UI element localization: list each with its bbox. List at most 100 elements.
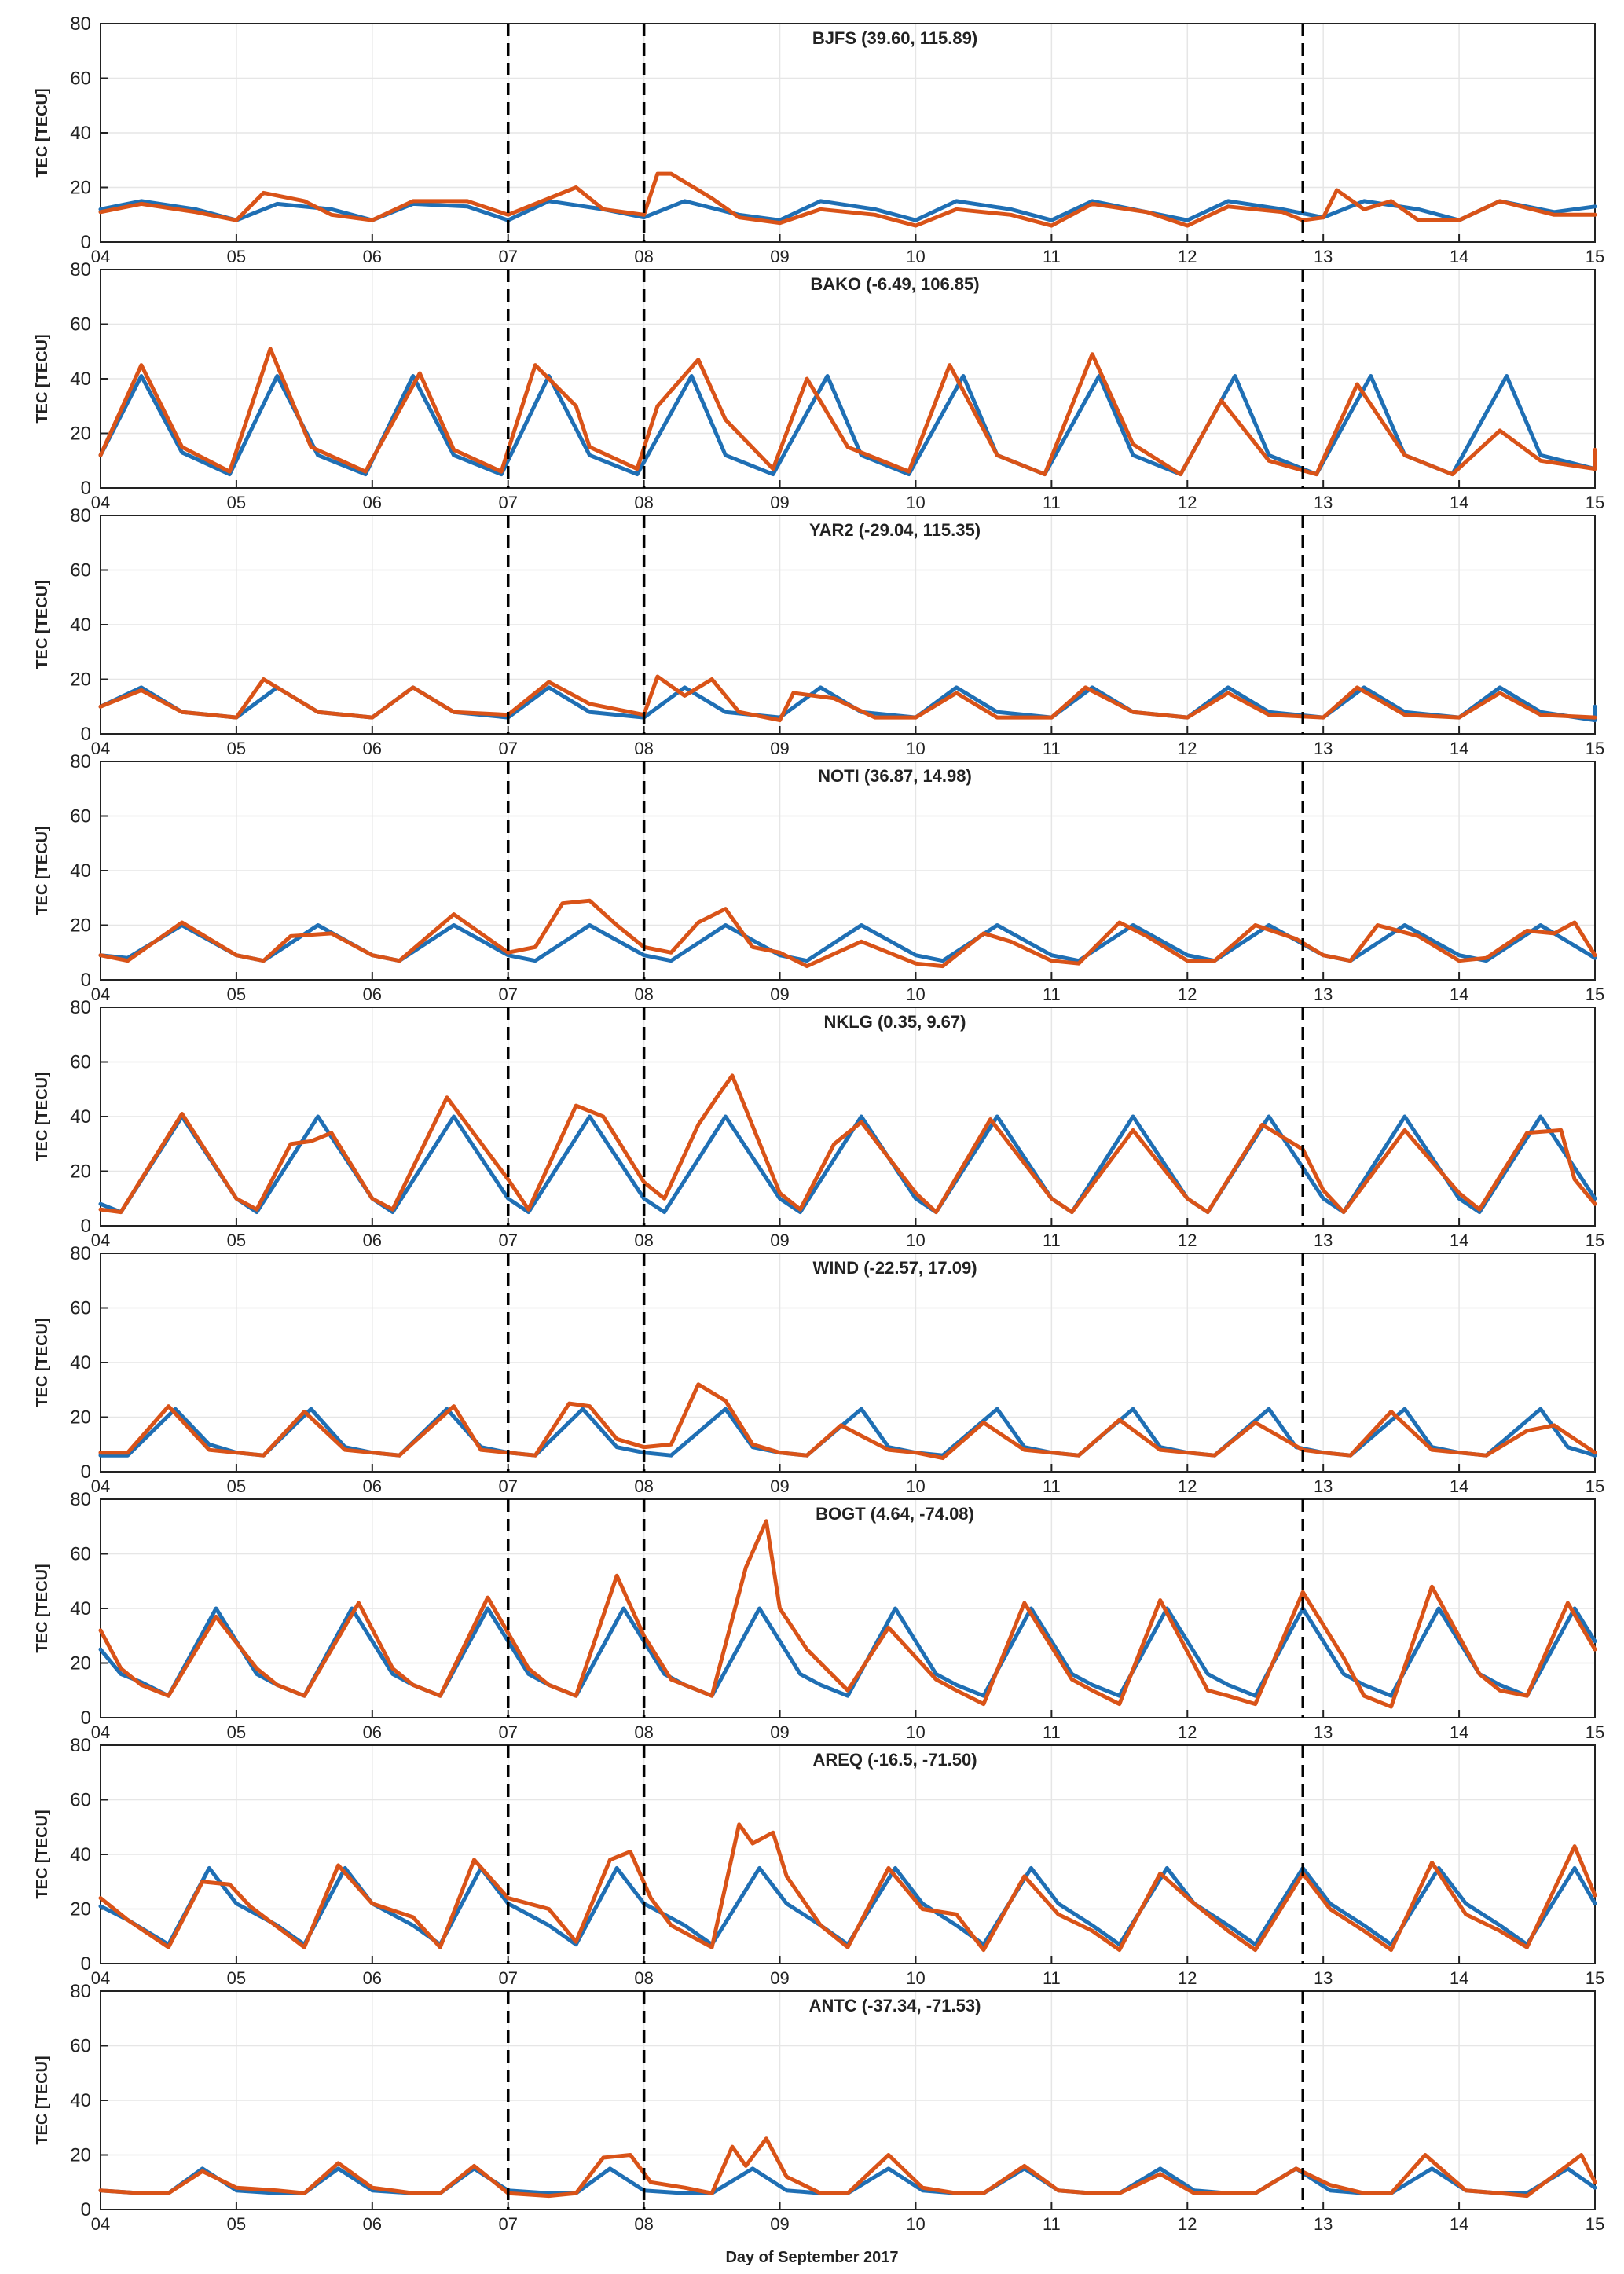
x-tick-label: 07 bbox=[498, 985, 517, 1004]
y-tick-label: 0 bbox=[81, 1462, 91, 1483]
y-tick-label: 0 bbox=[81, 2199, 91, 2221]
x-tick-label: 08 bbox=[634, 2214, 653, 2234]
series-line-blue bbox=[98, 199, 1597, 222]
x-tick-label: 07 bbox=[498, 493, 517, 512]
x-tick-label: 09 bbox=[770, 1968, 789, 1988]
x-tick-label: 14 bbox=[1450, 247, 1468, 266]
y-tick-label: 20 bbox=[70, 1161, 91, 1183]
y-tick-label: 80 bbox=[70, 751, 91, 772]
series-line-orange bbox=[98, 1822, 1597, 1953]
x-tick-label: 15 bbox=[1586, 1476, 1604, 1496]
x-tick-label: 14 bbox=[1450, 739, 1468, 758]
series-line-orange bbox=[98, 1382, 1597, 1461]
series-line-orange bbox=[98, 898, 1597, 969]
y-axis-label: TEC [TECU] bbox=[34, 88, 51, 177]
y-tick-label: 60 bbox=[70, 806, 91, 827]
y-tick-label: 40 bbox=[70, 1352, 91, 1374]
panel-4: 0 20 40 60 80 04 05 06 07 08 09 10 11 12 13 14 15 TEC [TE… bbox=[34, 997, 1604, 1250]
y-tick-label: 20 bbox=[70, 178, 91, 199]
series-line-orange bbox=[98, 1519, 1597, 1709]
y-tick-label: 40 bbox=[70, 614, 91, 636]
y-tick-label: 40 bbox=[70, 1598, 91, 1619]
x-tick-label: 09 bbox=[770, 2214, 789, 2234]
panel-title: BAKO (-6.49, 106.85) bbox=[810, 274, 979, 294]
x-tick-label: 08 bbox=[634, 1722, 653, 1742]
x-tick-label: 10 bbox=[906, 1231, 925, 1250]
x-tick-label: 15 bbox=[1586, 739, 1604, 758]
series-line-orange bbox=[98, 171, 1597, 228]
series-line-blue bbox=[98, 1865, 1597, 1947]
x-tick-label: 11 bbox=[1043, 1722, 1061, 1742]
y-tick-label: 40 bbox=[70, 860, 91, 882]
x-tick-label: 09 bbox=[770, 985, 789, 1004]
x-tick-label: 13 bbox=[1314, 1476, 1333, 1496]
panel-title: ANTC (-37.34, -71.53) bbox=[809, 1996, 981, 2015]
x-tick-label: 13 bbox=[1314, 2214, 1333, 2234]
x-tick-label: 07 bbox=[498, 247, 517, 266]
x-tick-label: 04 bbox=[91, 1476, 110, 1496]
x-tick-label: 08 bbox=[634, 493, 653, 512]
x-tick-label: 05 bbox=[227, 247, 246, 266]
x-tick-label: 15 bbox=[1586, 985, 1604, 1004]
x-tick-label: 12 bbox=[1178, 247, 1197, 266]
x-tick-label: 05 bbox=[227, 1231, 246, 1250]
series-line-blue bbox=[98, 1606, 1597, 1698]
x-tick-label: 13 bbox=[1314, 985, 1333, 1004]
x-tick-label: 08 bbox=[634, 1968, 653, 1988]
series-line-orange bbox=[98, 347, 1597, 477]
x-tick-label: 09 bbox=[770, 739, 789, 758]
x-tick-label: 09 bbox=[770, 1722, 789, 1742]
x-tick-label: 11 bbox=[1043, 985, 1061, 1004]
x-tick-label: 06 bbox=[363, 985, 382, 1004]
panel-3: 0 20 40 60 80 04 05 06 07 08 09 10 11 12 13 14 15 TEC [TE… bbox=[34, 751, 1604, 1004]
y-tick-label: 0 bbox=[81, 1216, 91, 1237]
panel-title: YAR2 (-29.04, 115.35) bbox=[809, 520, 981, 540]
x-tick-label: 08 bbox=[634, 739, 653, 758]
x-tick-label: 10 bbox=[906, 247, 925, 266]
x-tick-label: 09 bbox=[770, 1476, 789, 1496]
x-tick-label: 07 bbox=[498, 2214, 517, 2234]
series-line-orange bbox=[98, 674, 1597, 723]
y-tick-label: 0 bbox=[81, 232, 91, 253]
x-tick-label: 09 bbox=[770, 493, 789, 512]
y-tick-label: 0 bbox=[81, 478, 91, 499]
y-axis-label: TEC [TECU] bbox=[34, 2056, 51, 2144]
y-tick-label: 0 bbox=[81, 970, 91, 991]
series-line-blue bbox=[98, 374, 1597, 477]
y-tick-label: 80 bbox=[70, 1735, 91, 1756]
y-tick-label: 80 bbox=[70, 1981, 91, 2002]
panel-5: 0 20 40 60 80 04 05 06 07 08 09 10 11 12 13 14 15 TEC [TE… bbox=[34, 1243, 1604, 1496]
x-tick-label: 05 bbox=[227, 2214, 246, 2234]
y-tick-label: 80 bbox=[70, 1243, 91, 1264]
x-tick-label: 06 bbox=[363, 247, 382, 266]
x-tick-label: 12 bbox=[1178, 739, 1197, 758]
y-tick-label: 80 bbox=[70, 505, 91, 526]
y-tick-label: 20 bbox=[70, 1899, 91, 1920]
x-tick-label: 15 bbox=[1586, 493, 1604, 512]
x-tick-label: 04 bbox=[91, 1968, 110, 1988]
x-tick-label: 08 bbox=[634, 1231, 653, 1250]
x-tick-label: 13 bbox=[1314, 247, 1333, 266]
x-tick-label: 15 bbox=[1586, 1231, 1604, 1250]
y-tick-label: 80 bbox=[70, 997, 91, 1018]
y-tick-label: 0 bbox=[81, 724, 91, 745]
x-tick-label: 11 bbox=[1043, 247, 1061, 266]
x-tick-label: 06 bbox=[363, 739, 382, 758]
x-tick-label: 05 bbox=[227, 985, 246, 1004]
series-line-blue bbox=[98, 2166, 1597, 2195]
series-line-orange bbox=[98, 1073, 1597, 1215]
series-line-blue bbox=[98, 923, 1597, 963]
y-tick-label: 20 bbox=[70, 424, 91, 445]
x-tick-label: 13 bbox=[1314, 739, 1333, 758]
x-tick-label: 05 bbox=[227, 1968, 246, 1988]
x-tick-label: 10 bbox=[906, 739, 925, 758]
y-tick-label: 60 bbox=[70, 1298, 91, 1319]
x-tick-label: 09 bbox=[770, 1231, 789, 1250]
x-tick-label: 11 bbox=[1043, 1476, 1061, 1496]
x-tick-label: 12 bbox=[1178, 1231, 1197, 1250]
y-tick-label: 0 bbox=[81, 1953, 91, 1975]
x-tick-label: 09 bbox=[770, 247, 789, 266]
y-axis-label: TEC [TECU] bbox=[34, 1318, 51, 1407]
x-tick-label: 06 bbox=[363, 493, 382, 512]
y-axis-label: TEC [TECU] bbox=[34, 826, 51, 915]
